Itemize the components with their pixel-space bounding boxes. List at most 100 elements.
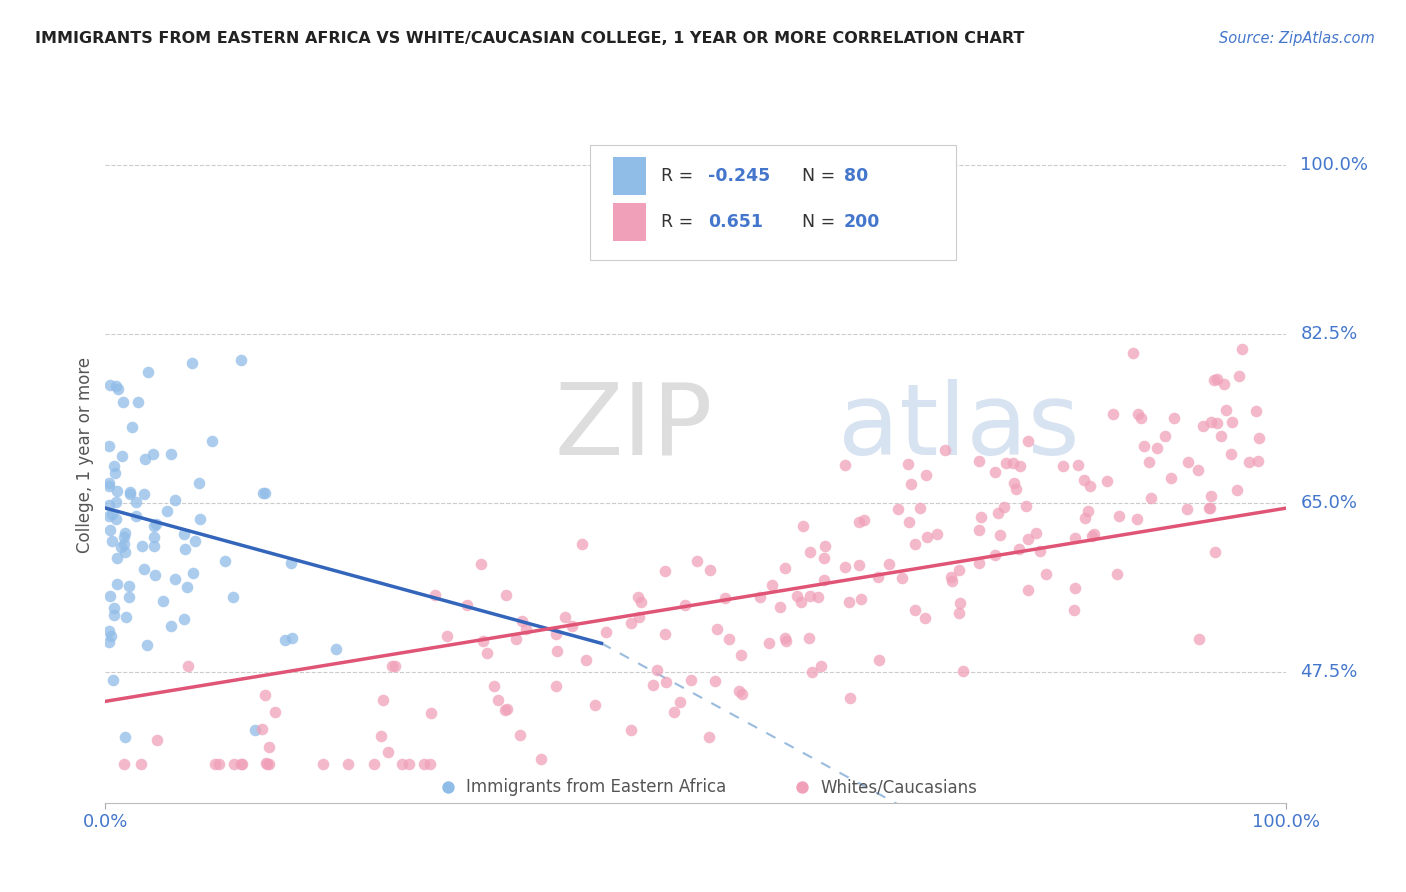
- Point: [105, 512, 128, 526]
- Point: [143, 568, 166, 582]
- Point: [180, 356, 202, 370]
- Point: [100, 629, 122, 643]
- Point: [908, 501, 931, 516]
- Point: [714, 591, 737, 605]
- Point: [456, 598, 478, 612]
- Point: [1073, 473, 1095, 487]
- Point: [256, 757, 278, 772]
- Point: [949, 596, 972, 610]
- Point: [948, 606, 970, 620]
- Text: IMMIGRANTS FROM EASTERN AFRICA VS WHITE/CAUCASIAN COLLEGE, 1 YEAR OR MORE CORREL: IMMIGRANTS FROM EASTERN AFRICA VS WHITE/…: [35, 31, 1025, 46]
- Point: [717, 632, 740, 646]
- Point: [208, 757, 231, 772]
- Point: [967, 523, 990, 537]
- Point: [257, 757, 280, 772]
- Point: [1220, 415, 1243, 429]
- Point: [273, 633, 295, 648]
- Point: [994, 456, 1017, 470]
- Point: [686, 554, 709, 568]
- Point: [1063, 603, 1085, 617]
- Point: [1160, 471, 1182, 485]
- Point: [510, 615, 533, 629]
- Point: [1014, 499, 1036, 513]
- Point: [699, 563, 721, 577]
- Point: [1202, 374, 1225, 388]
- Point: [904, 603, 927, 617]
- Point: [758, 636, 780, 650]
- Point: [761, 578, 783, 592]
- Point: [1209, 429, 1232, 443]
- Point: [145, 516, 167, 531]
- Point: [229, 352, 252, 367]
- Point: [495, 588, 517, 602]
- Point: [1137, 455, 1160, 469]
- Point: [925, 527, 948, 541]
- Point: [231, 757, 253, 772]
- Point: [1198, 501, 1220, 516]
- Point: [224, 757, 246, 772]
- Point: [505, 632, 527, 646]
- Text: -0.245: -0.245: [707, 168, 770, 186]
- Point: [98, 624, 121, 639]
- Point: [111, 395, 134, 409]
- Point: [728, 683, 751, 698]
- Point: [470, 557, 492, 571]
- Point: [1177, 455, 1199, 469]
- Point: [583, 698, 606, 713]
- Point: [363, 757, 385, 772]
- Point: [114, 526, 136, 541]
- Point: [101, 508, 124, 522]
- Point: [681, 673, 703, 687]
- Point: [98, 635, 121, 649]
- Point: [377, 745, 399, 759]
- Point: [838, 595, 860, 609]
- Point: [900, 476, 922, 491]
- Point: [896, 457, 918, 471]
- Point: [111, 449, 134, 463]
- Point: [312, 757, 335, 772]
- Point: [1001, 456, 1024, 470]
- Point: [1028, 544, 1050, 558]
- Point: [1052, 458, 1074, 473]
- Point: [176, 580, 198, 594]
- Point: [118, 484, 141, 499]
- Text: 82.5%: 82.5%: [1301, 325, 1358, 343]
- Point: [773, 561, 796, 575]
- Point: [1005, 482, 1028, 496]
- Point: [530, 752, 553, 766]
- Point: [544, 627, 567, 641]
- Point: [797, 631, 820, 645]
- Point: [775, 634, 797, 648]
- Point: [544, 679, 567, 693]
- Point: [98, 589, 121, 603]
- Y-axis label: College, 1 year or more: College, 1 year or more: [76, 357, 94, 553]
- Point: [571, 537, 593, 551]
- Point: [915, 530, 938, 544]
- Point: [201, 434, 224, 448]
- Point: [948, 563, 970, 577]
- Point: [391, 757, 413, 772]
- Point: [799, 589, 821, 603]
- FancyBboxPatch shape: [613, 203, 647, 242]
- Point: [181, 566, 204, 581]
- Point: [280, 631, 302, 645]
- Point: [413, 757, 436, 772]
- Point: [898, 515, 921, 529]
- Point: [1010, 459, 1032, 474]
- Point: [125, 495, 148, 509]
- Point: [839, 691, 862, 706]
- Point: [120, 487, 142, 501]
- Point: [115, 610, 138, 624]
- Point: [813, 573, 835, 587]
- Text: Whites/Caucasians: Whites/Caucasians: [820, 779, 977, 797]
- Point: [118, 590, 141, 604]
- Point: [436, 629, 458, 643]
- Point: [655, 674, 678, 689]
- Point: [574, 653, 596, 667]
- Point: [100, 523, 122, 537]
- Point: [561, 618, 583, 632]
- Point: [554, 610, 576, 624]
- Point: [807, 590, 830, 604]
- Point: [475, 646, 498, 660]
- Point: [121, 420, 143, 434]
